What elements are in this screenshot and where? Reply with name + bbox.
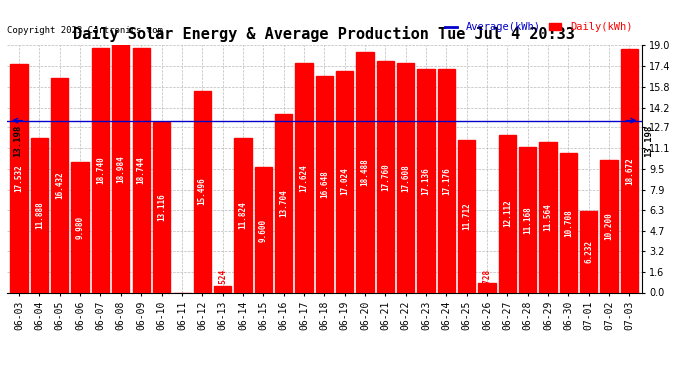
Text: 11.824: 11.824 (239, 202, 248, 229)
Text: 13.198: 13.198 (644, 124, 653, 157)
Bar (112, 45, 130, 292)
Text: 10.708: 10.708 (564, 209, 573, 237)
Text: 18.488: 18.488 (360, 158, 369, 186)
Title: Daily Solar Energy & Average Production Tue Jul 4 20:33: Daily Solar Energy & Average Production … (73, 27, 575, 42)
Bar (336, 71, 353, 292)
Text: 17.760: 17.760 (381, 163, 390, 191)
Text: 17.532: 17.532 (14, 164, 23, 192)
Bar (72, 162, 89, 292)
Text: 6.232: 6.232 (584, 240, 593, 264)
Bar (275, 114, 293, 292)
Bar (437, 69, 455, 292)
Text: 11.712: 11.712 (462, 202, 471, 230)
Bar (397, 63, 414, 292)
Text: 15.496: 15.496 (198, 178, 207, 206)
Bar (153, 122, 170, 292)
Bar (31, 138, 48, 292)
Bar (132, 48, 150, 292)
Bar (499, 135, 516, 292)
Bar (417, 69, 435, 292)
Text: 16.432: 16.432 (55, 172, 64, 200)
Text: 9.600: 9.600 (259, 218, 268, 242)
Bar (194, 91, 211, 292)
Text: 0.524: 0.524 (218, 269, 227, 292)
Bar (540, 142, 557, 292)
Bar (580, 211, 598, 292)
Text: 11.168: 11.168 (523, 206, 532, 234)
Text: 13.198: 13.198 (14, 124, 23, 157)
Bar (295, 63, 313, 292)
Legend: Average(kWh), Daily(kWh): Average(kWh), Daily(kWh) (441, 18, 636, 36)
Text: 18.672: 18.672 (625, 157, 634, 185)
Text: 12.112: 12.112 (503, 200, 512, 228)
Text: 17.624: 17.624 (299, 164, 308, 192)
Text: 18.740: 18.740 (96, 157, 105, 184)
Bar (214, 286, 231, 292)
Text: 11.888: 11.888 (35, 201, 44, 229)
Text: 13.116: 13.116 (157, 193, 166, 221)
Text: 17.176: 17.176 (442, 167, 451, 195)
Text: 17.608: 17.608 (401, 164, 410, 192)
Text: 17.136: 17.136 (422, 167, 431, 195)
Text: 0.728: 0.728 (482, 269, 491, 292)
Bar (377, 61, 394, 292)
Bar (458, 140, 475, 292)
Bar (51, 78, 68, 292)
Bar (560, 153, 577, 292)
Text: 9.980: 9.980 (76, 216, 85, 239)
Text: 17.024: 17.024 (340, 168, 349, 195)
Bar (92, 48, 109, 292)
Text: 10.200: 10.200 (604, 212, 613, 240)
Text: 18.744: 18.744 (137, 156, 146, 184)
Bar (519, 147, 536, 292)
Text: 18.984: 18.984 (117, 155, 126, 183)
Bar (600, 160, 618, 292)
Text: Copyright 2023 Cartronics.com: Copyright 2023 Cartronics.com (7, 26, 163, 35)
Bar (478, 283, 495, 292)
Bar (10, 64, 28, 292)
Bar (235, 138, 252, 292)
Text: 16.648: 16.648 (319, 170, 329, 198)
Bar (315, 76, 333, 292)
Bar (356, 52, 374, 292)
Text: 13.704: 13.704 (279, 189, 288, 217)
Bar (621, 49, 638, 292)
Bar (255, 168, 272, 292)
Text: 11.564: 11.564 (544, 203, 553, 231)
